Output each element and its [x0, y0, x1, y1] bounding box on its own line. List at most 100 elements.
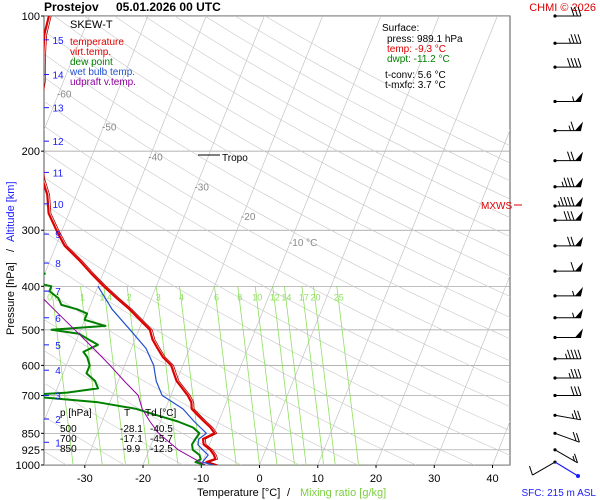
- station-title: Prostejov: [44, 0, 99, 14]
- wind-barb-flag: [570, 34, 575, 44]
- wind-barb: [553, 121, 583, 133]
- pressure-tick-label: 100: [22, 11, 40, 23]
- wind-barb-flag: [570, 261, 575, 272]
- wind-barb-pennant: [575, 151, 583, 161]
- dry-adiabat-line: [44, 231, 475, 465]
- wind-barb-half-flag: [572, 312, 575, 318]
- wind-barb-half-flag: [568, 372, 571, 379]
- altitude-tick-label: 2: [55, 415, 61, 426]
- wind-barb-flag: [570, 151, 575, 161]
- surface-wind-arrow: [554, 461, 579, 477]
- x-tick-label: 40: [486, 473, 498, 485]
- y-axis-label-altitude: Altitude [km]: [5, 181, 17, 242]
- wind-barb-flag: [577, 368, 582, 379]
- series-temperature-line: [44, 16, 217, 465]
- altitude-tick-label: 10: [52, 200, 64, 211]
- surface-box: Surface: press: 989.1 hPa temp: -9.3 °C …: [382, 23, 463, 91]
- mixing-ratio-label: 12: [270, 292, 280, 302]
- wind-barb-station: [553, 41, 557, 45]
- legend-wet-bulb: wet bulb temp.: [69, 67, 135, 78]
- wind-barb-flag: [574, 58, 578, 68]
- dry-adiabat-line: [44, 125, 510, 384]
- y-axis-label-pressure: Pressure [hPa]: [5, 262, 17, 335]
- wind-barb-station: [553, 316, 557, 320]
- wind-barb-shaft: [532, 461, 556, 476]
- mixing-ratio-line: [336, 286, 359, 465]
- table-row-td: -12.5: [150, 444, 173, 455]
- isotherm-line: [44, 16, 90, 131]
- isotherm-label: -30: [194, 183, 209, 194]
- wind-barb-flag: [563, 196, 568, 207]
- pressure-tick-label: 700: [22, 390, 40, 402]
- altitude-tick-label: 3: [55, 391, 61, 402]
- wind-barb-half-flag: [561, 181, 564, 187]
- dry-adiabat-line: [44, 259, 417, 465]
- isotherm-line: [259, 16, 440, 465]
- pressure-tick-label: 400: [22, 281, 40, 293]
- table-row-td: -45.7: [150, 434, 173, 445]
- dry-adiabat-line: [44, 416, 125, 465]
- pressure-tick-label: 600: [22, 360, 40, 372]
- wind-barb-station: [553, 65, 557, 69]
- mixing-ratio-label: 2: [127, 292, 132, 302]
- wind-barb-station: [553, 413, 557, 417]
- wind-barb: [553, 261, 583, 273]
- wind-barb: [553, 34, 582, 45]
- wind-barb-flag: [567, 177, 571, 187]
- x-axis-label-mixing: Mixing ratio [g/kg]: [300, 487, 386, 499]
- isotherm-line: [200, 16, 382, 465]
- dry-adiabat-line: [44, 382, 184, 465]
- copyright-label: CHMI © 2026: [529, 2, 596, 14]
- x-tick-label: -20: [135, 473, 151, 485]
- surface-dwpt: dwpt: -11.2 °C: [387, 54, 450, 65]
- wind-barb-station: [553, 335, 557, 340]
- wind-barb-flag: [563, 177, 568, 187]
- altitude-tick-label: 6: [55, 314, 61, 325]
- x-tick-label: 0: [256, 473, 262, 485]
- wind-barb: [553, 92, 583, 104]
- wind-barb: [553, 177, 583, 189]
- plot-area: [43, 15, 511, 466]
- wind-barb: [553, 196, 583, 208]
- x-tick-label: 20: [370, 473, 382, 485]
- wind-barb: [553, 410, 582, 421]
- isotherm-label: -60: [57, 90, 72, 101]
- dry-adiabat-line: [44, 100, 510, 362]
- wind-barb-flag: [570, 236, 575, 246]
- wind-barb-flag: [574, 349, 578, 359]
- wind-barb-flag: [570, 211, 575, 221]
- tropopause-label: Tropo: [222, 153, 248, 164]
- wind-barb: [529, 460, 557, 476]
- wind-barb-flag: [572, 431, 577, 442]
- series-dew-point-line: [44, 272, 205, 465]
- wind-barb-flag: [574, 386, 578, 396]
- wind-barb-flag: [574, 453, 578, 463]
- legend-dew-point: dew point: [70, 57, 113, 68]
- level-table: p [hPa] T Td [°C] 500 -28.1 -40.5 700 -1…: [60, 408, 176, 455]
- pressure-tick-label: 200: [22, 146, 40, 158]
- pressure-tick-label: 500: [22, 325, 40, 337]
- pressure-tick-label: 1000: [16, 460, 40, 472]
- wind-barb-station: [553, 357, 557, 361]
- mixing-ratio-label: 14: [281, 292, 291, 302]
- table-row-p: 500: [60, 424, 77, 435]
- wind-barb-half-flag: [572, 96, 575, 102]
- isotherm-label: -40: [148, 153, 163, 164]
- isotherm-line: [375, 129, 510, 465]
- legend-virt-temp: virt.temp.: [70, 47, 111, 58]
- wind-barb-flag: [567, 58, 571, 68]
- dry-adiabat-line: [114, 16, 510, 237]
- wind-barb-flag: [567, 196, 571, 207]
- wind-barb-flag: [570, 368, 575, 379]
- wind-barb: [553, 6, 582, 18]
- wind-barb-flag: [577, 410, 582, 420]
- legend-skewt: SKEW-T: [70, 19, 113, 31]
- wind-barb: [553, 151, 583, 163]
- dry-adiabat-line: [44, 350, 242, 465]
- surface-tconv: t-conv: 5.6 °C: [385, 70, 446, 81]
- isotherm-label: -10 °C: [289, 238, 317, 249]
- wind-barbs: [529, 6, 583, 478]
- wind-barb-pennant: [575, 286, 583, 296]
- wind-barb-station: [553, 99, 557, 104]
- dry-adiabat-line: [53, 16, 510, 277]
